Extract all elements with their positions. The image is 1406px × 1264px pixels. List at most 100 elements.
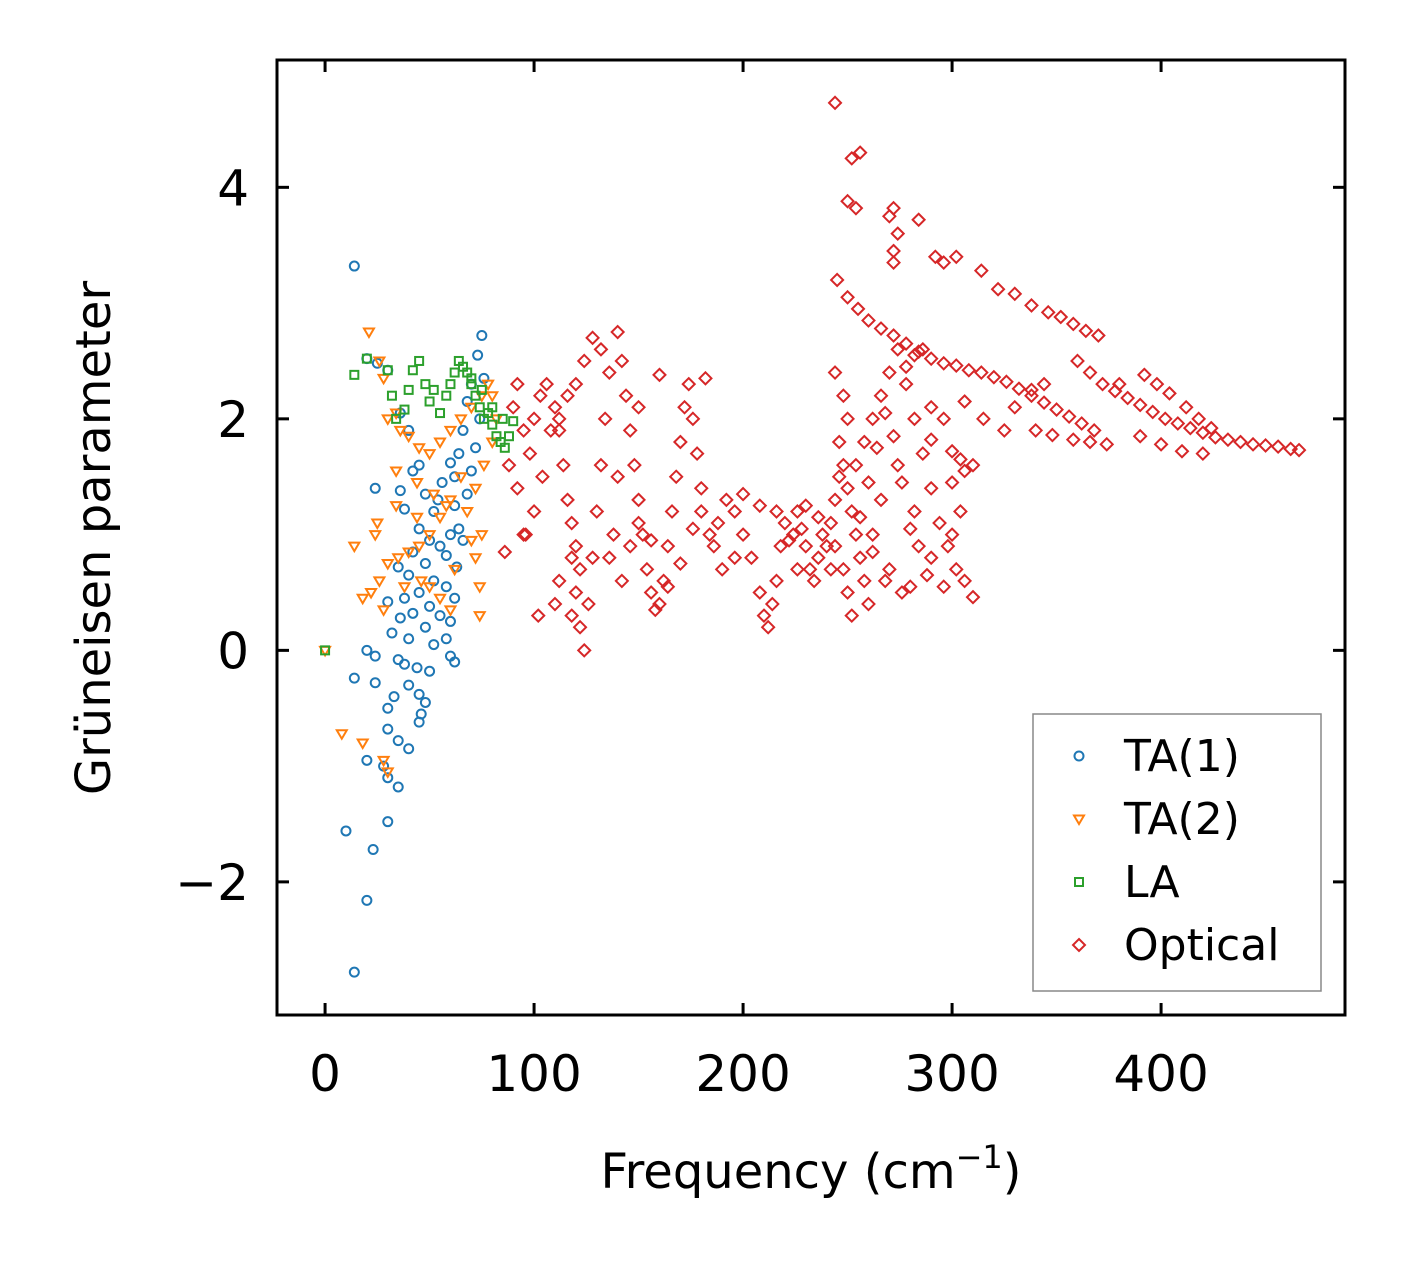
optical-point [827, 492, 843, 508]
ta-1-point [398, 592, 410, 604]
y-tick-label: 0 [217, 622, 249, 680]
ta-1-point [403, 743, 415, 755]
legend-item-optical: Optical [1071, 920, 1279, 971]
optical-point [585, 550, 601, 566]
la-point [499, 442, 510, 453]
ta-1-point [465, 465, 477, 477]
optical-point [727, 504, 743, 519]
optical-point [610, 324, 626, 340]
ta-2-point [372, 576, 387, 588]
optical-point [1195, 446, 1211, 461]
optical-point [1111, 376, 1127, 392]
optical-point [505, 399, 521, 415]
optical-point [815, 527, 830, 543]
optical-point [622, 423, 638, 438]
ta-1-point [444, 615, 456, 627]
optical-point [856, 434, 872, 450]
optical-point [976, 411, 991, 427]
optical-point [606, 527, 621, 543]
la-point [466, 379, 477, 390]
ta-1-point [424, 665, 436, 677]
optical-point [794, 521, 810, 537]
optical-point [672, 434, 688, 450]
optical-point [1024, 388, 1039, 404]
optical-point [535, 469, 550, 485]
optical-point [865, 527, 881, 543]
legend: TA(1) TA(2) LA Optical [1032, 713, 1322, 992]
optical-point [923, 432, 939, 448]
optical-point [919, 567, 935, 583]
optical-point [1024, 297, 1039, 313]
la-point [474, 402, 485, 413]
optical-point [923, 550, 939, 566]
ta-1-point [348, 260, 360, 272]
optical-point [936, 355, 952, 371]
optical-point [890, 457, 906, 473]
optical-point [840, 480, 855, 496]
la-point [497, 413, 508, 424]
ta-1-point [413, 688, 425, 700]
optical-point [1024, 382, 1039, 398]
optical-point [902, 579, 918, 595]
ta-1-point [419, 621, 431, 633]
la-point [503, 431, 514, 442]
ta-2-point [355, 593, 370, 606]
optical-point [702, 527, 718, 543]
y-tick-label: 2 [217, 391, 249, 449]
optical-point [497, 544, 513, 560]
optical-point [957, 394, 973, 409]
la-point [424, 396, 435, 407]
optical-point [1270, 439, 1286, 455]
legend-marker-la [1074, 877, 1084, 887]
optical-point [698, 370, 713, 386]
ta-2-point [485, 391, 500, 403]
optical-point [1082, 365, 1098, 380]
legend-marker-optical [1071, 937, 1087, 953]
optical-point [852, 145, 868, 161]
optical-point [1065, 432, 1081, 448]
optical-point [518, 527, 534, 543]
optical-point [1120, 390, 1136, 406]
ta-2-point [410, 478, 424, 490]
ta-2-point [454, 472, 468, 484]
ta-1-point [413, 523, 425, 535]
optical-point [1028, 423, 1044, 438]
optical-point [844, 608, 860, 624]
ta-2-point [447, 564, 462, 577]
ta-1-point [403, 633, 415, 645]
optical-point [568, 538, 584, 554]
optical-point [643, 585, 659, 600]
optical-point [1070, 353, 1085, 369]
ta-1-point [394, 485, 406, 497]
optical-point [944, 475, 960, 490]
optical-point [948, 561, 964, 577]
optical-point [1036, 395, 1052, 411]
ta-1-point [403, 569, 415, 581]
ta-2-point [475, 530, 489, 542]
optical-point [735, 486, 751, 502]
ta-2-point [401, 547, 416, 559]
optical-point [539, 376, 555, 392]
la-point [420, 379, 431, 390]
ta-1-point [440, 549, 452, 561]
optical-point [873, 492, 889, 508]
ta-2-point [381, 414, 395, 426]
ta-2-point [410, 512, 424, 525]
optical-point [781, 532, 797, 548]
optical-point [915, 341, 931, 357]
ta-1-point [424, 600, 436, 612]
optical-point [685, 411, 701, 427]
ta-1-point [340, 825, 352, 837]
optical-point [1170, 416, 1186, 431]
ta-1-point [453, 448, 465, 460]
optical-point [861, 596, 876, 612]
optical-point [568, 585, 584, 600]
optical-point [610, 469, 626, 485]
optical-point [593, 457, 609, 473]
optical-point [894, 585, 910, 600]
ta-1-point [369, 482, 381, 494]
optical-point [1078, 323, 1094, 339]
optical-point [823, 515, 839, 531]
optical-point [516, 423, 532, 438]
